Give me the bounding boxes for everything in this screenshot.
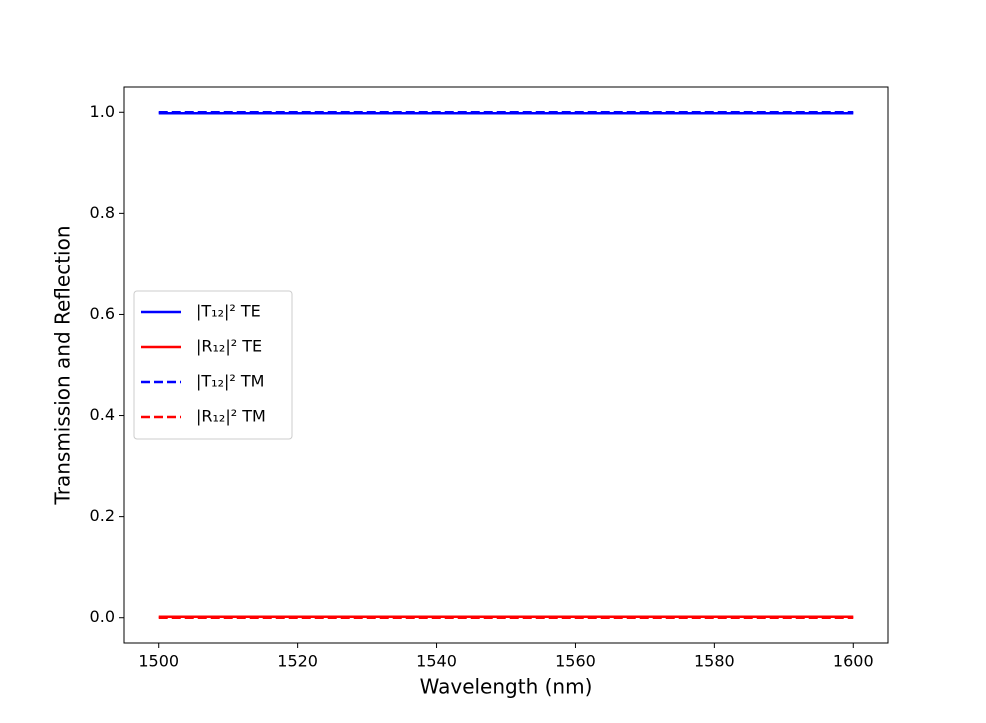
legend-label: |T₁₂|² TM — [196, 372, 264, 391]
x-tick-label: 1560 — [555, 652, 596, 671]
y-tick-label: 0.8 — [90, 203, 115, 222]
y-tick-label: 0.4 — [90, 405, 115, 424]
legend-label: |R₁₂|² TE — [196, 337, 262, 356]
x-tick-label: 1520 — [277, 652, 318, 671]
y-tick-label: 0.2 — [90, 506, 115, 525]
x-tick-label: 1540 — [416, 652, 457, 671]
x-tick-label: 1580 — [694, 652, 735, 671]
y-tick-label: 0.0 — [90, 607, 115, 626]
x-tick-label: 1500 — [138, 652, 179, 671]
legend-label: |R₁₂|² TM — [196, 407, 266, 426]
y-tick-label: 1.0 — [90, 102, 115, 121]
y-axis-label: Transmission and Reflection — [51, 225, 75, 505]
plot-frame — [123, 86, 889, 644]
legend-label: |T₁₂|² TE — [196, 302, 261, 321]
legend-box — [133, 290, 293, 440]
y-tick-label: 0.6 — [90, 304, 115, 323]
x-axis-label: Wavelength (nm) — [420, 675, 593, 699]
x-tick-label: 1600 — [833, 652, 874, 671]
